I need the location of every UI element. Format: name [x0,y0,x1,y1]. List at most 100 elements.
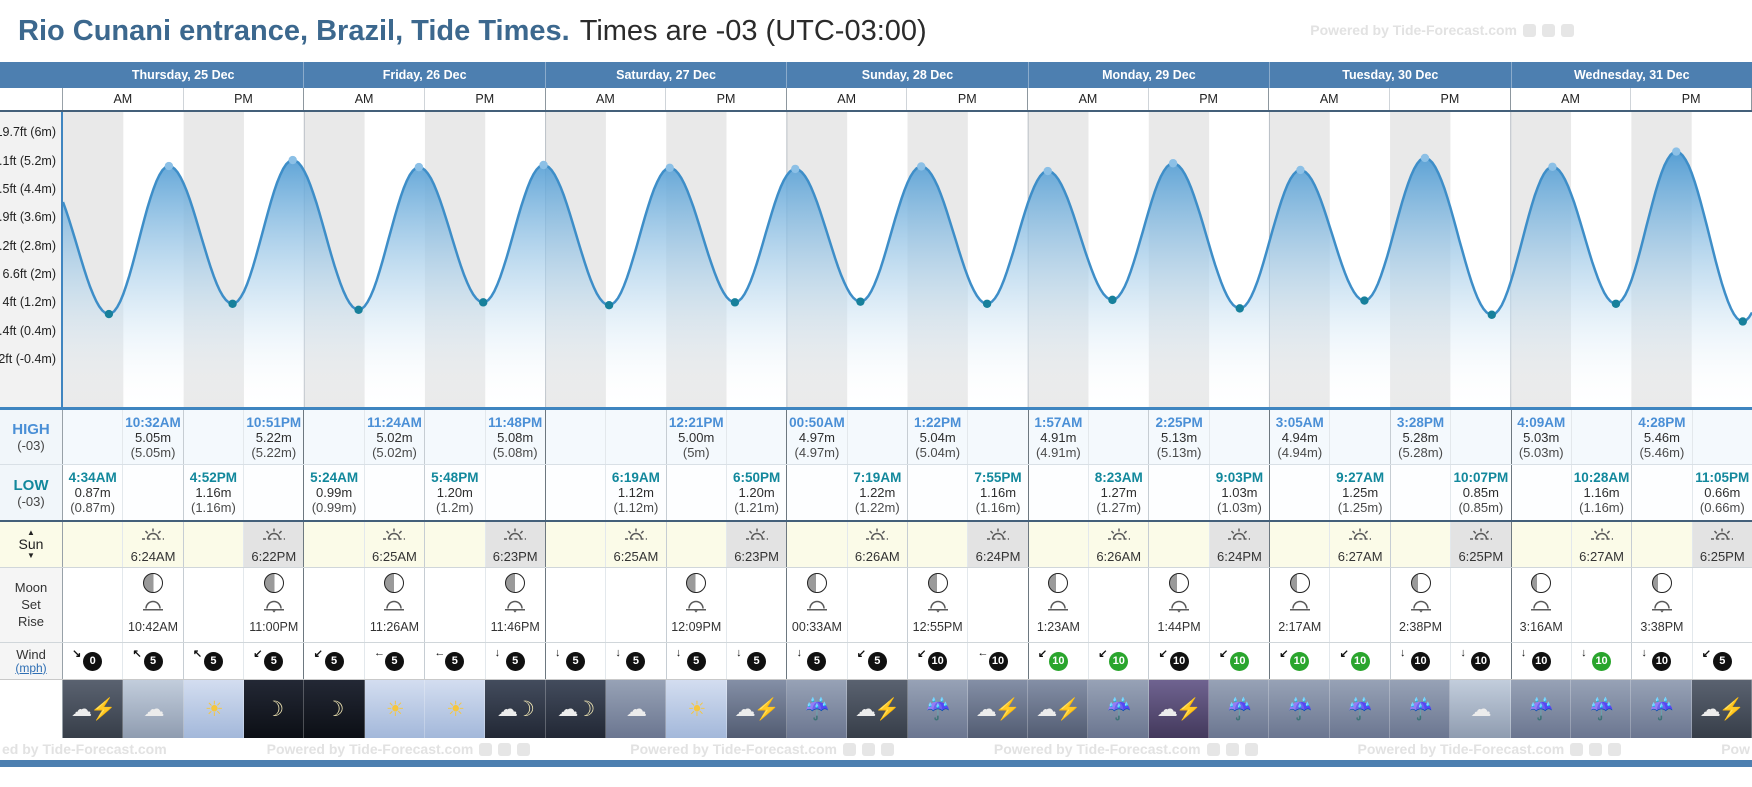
page-title: Rio Cunani entrance, Brazil, Tide Times. [18,14,570,47]
moon-day-sun: 00:33AM 12:55PM [787,568,1029,642]
wind-direction-arrow-icon: ↙ [1701,647,1711,660]
weather-icon-sunny: ☀ [364,680,425,738]
moon-day-wed: 3:16AM 3:38PM [1512,568,1752,642]
wind-speed-badge: 0 ↘ [72,648,103,671]
wind-speed-badge: 10 ← [978,647,1008,671]
moon-cell-sun-q3: 12:55PM [908,568,969,642]
low-height-m: 1.20m [436,485,473,500]
high-cell-tue-q4 [1451,410,1510,464]
moon-set-icon [1651,598,1672,618]
wind-speed-badge: 5 ↓ [676,647,706,671]
low-height-alt: (0.66m) [1699,500,1745,515]
moon-cell-sun-q4 [968,568,1027,642]
tide-chart-row: 22.3ft (6.8m)19.7ft (6m)17.1ft (5.2m)14.… [0,112,1752,410]
low-tide-dot [104,309,114,319]
sun-cell-sat-q1 [545,522,607,567]
sun-cell-mon-q4: 6:24PM [1209,522,1270,567]
moon-phase-icon [1651,573,1672,593]
lowrow-day-mon: 8:23AM 1.27m (1.27m) 9:03PM 1.03m (1.03m) [1029,465,1271,520]
low-time: 6:19AM [611,470,660,485]
moon-set-icon [263,598,284,618]
low-height-m: 1.22m [859,485,896,500]
weather-day-sun: ☔ ☁ ⚡ ☔ ☁ ⚡ [786,680,1029,738]
sun-cell-mon-q2: 6:26AM [1089,522,1150,567]
sun-cell-mon-q3 [1149,522,1210,567]
sun-cell-sun-q2: 6:26AM [847,522,908,567]
highrow-day-tue: 3:05AM 4.94m (4.94m) 3:28PM 5.28m (5.28m) [1270,410,1512,464]
high-tide-dot [1672,147,1681,156]
weather-glyph: ☔ [1528,697,1554,721]
wind-label: Wind [16,646,46,662]
wind-speed-badge: 10 ↓ [1581,647,1612,671]
moon-day-fri: 11:26AM 11:46PM [304,568,546,642]
wind-cell-fri-q3: 5 ← [425,643,486,679]
watermark-text: Powered by Tide-Forecast.com [993,741,1201,757]
wind-speed-badge: 5 ↓ [495,647,525,671]
sunset-time: 6:23PM [492,549,538,564]
wind-speed-badge: 10 ↙ [917,648,948,671]
sun-cell-sat-q4: 6:23PM [726,522,787,567]
high-cell-mon-q1: 1:57AM 4.91m (4.91m) [1029,410,1090,464]
weather-glyph: ⚡ [874,697,900,721]
sunrise-time: 6:24AM [130,549,176,564]
highrow-day-wed: 4:09AM 5.03m (5.03m) 4:28PM 5.46m (5.46m) [1512,410,1752,464]
social-icon [1542,23,1555,37]
wind-direction-arrow-icon: ← [373,646,385,659]
wind-day-sun: 5 ↓ 5 ↙ 10 ↙ 10 ← [787,643,1029,679]
weather-glyph: ☁ [497,697,518,721]
moon-phase-icon [1531,573,1552,593]
sun-cell-sun-q4: 6:24PM [968,522,1028,567]
moon-rise-icon [1048,598,1069,618]
social-icon [861,742,875,756]
wind-cell-fri-q4: 5 ↓ [486,643,545,679]
wind-units-link[interactable]: (mph) [15,660,47,675]
wind-direction-arrow-icon: ↓ [1520,646,1527,659]
high-height-alt: (5m) [682,445,710,460]
low-cell-thu-q4 [244,465,303,520]
wind-direction-arrow-icon: ↓ [675,646,682,659]
moon-time: 11:26AM [369,620,420,634]
ampm-am-wed: AM [1511,88,1632,110]
low-tide-dot [1487,310,1496,319]
high-cell-mon-q4 [1210,410,1269,464]
watermark-bottom: Powered by Tide-Forecast.com [994,741,1258,757]
social-icon [1206,742,1220,756]
ampm-pm-thu: PM [234,92,253,106]
weather-glyph: ☔ [1648,697,1675,721]
weather-glyph: ☁ [143,697,164,721]
sun-collapse-down-icon[interactable]: ▼ [27,551,35,560]
y-axis-label: 1.4ft (0.4m) [0,323,56,338]
moon-cell-wed-q2 [1572,568,1633,642]
wind-speed-badge: 10 ↙ [1279,648,1310,671]
social-icon [498,742,512,756]
low-height-alt: (1.22m) [854,500,900,515]
wind-speed-badge: 5 ↓ [796,647,827,671]
sunset-time: 6:24PM [975,549,1021,564]
lowrow-day-tue: 9:27AM 1.25m (1.25m) 10:07PM 0.85m (0.85m) [1270,465,1512,520]
low-time: 11:05PM [1695,470,1750,485]
high-tide-dot [1168,159,1178,168]
sun-collapse-up-icon[interactable]: ▲ [27,528,35,537]
weather-glyph: ☽ [516,697,535,721]
moon-time: 10:42AM [128,620,179,634]
moon-row-label: Moon Set Rise [0,568,63,642]
watermark-top: Powered by Tide-Forecast.com [1310,22,1574,38]
moon-time: 12:55PM [912,620,963,634]
wind-speed-badge: 5 ↓ [555,647,586,671]
weather-glyph: ☔ [1407,697,1434,721]
wind-day-thu: 0 ↘ 5 ↖ 5 ↖ 5 ↙ [63,643,305,679]
wind-direction-arrow-icon: ↙ [1098,647,1108,660]
weather-icon-showers: ☔ [1329,680,1391,738]
high-cell-mon-q2 [1089,410,1150,464]
sun-day-wed: 6:27AM 6:25PM [1511,522,1752,567]
low-cell-sat-q4: 6:50PM 1.20m (1.21m) [727,465,786,520]
low-cell-tue-q2: 9:27AM 1.25m (1.25m) [1330,465,1391,520]
social-icon [1608,742,1622,756]
weather-icon-rain: ☁ [605,680,667,738]
moon-cell-mon-q4 [1210,568,1269,642]
social-icon [1523,23,1536,37]
wind-cell-wed-q3: 10 ↓ [1632,643,1693,679]
high-height-m: 5.02m [376,430,413,445]
moon-cell-wed-q4 [1693,568,1752,642]
high-cell-sun-q2 [848,410,908,464]
